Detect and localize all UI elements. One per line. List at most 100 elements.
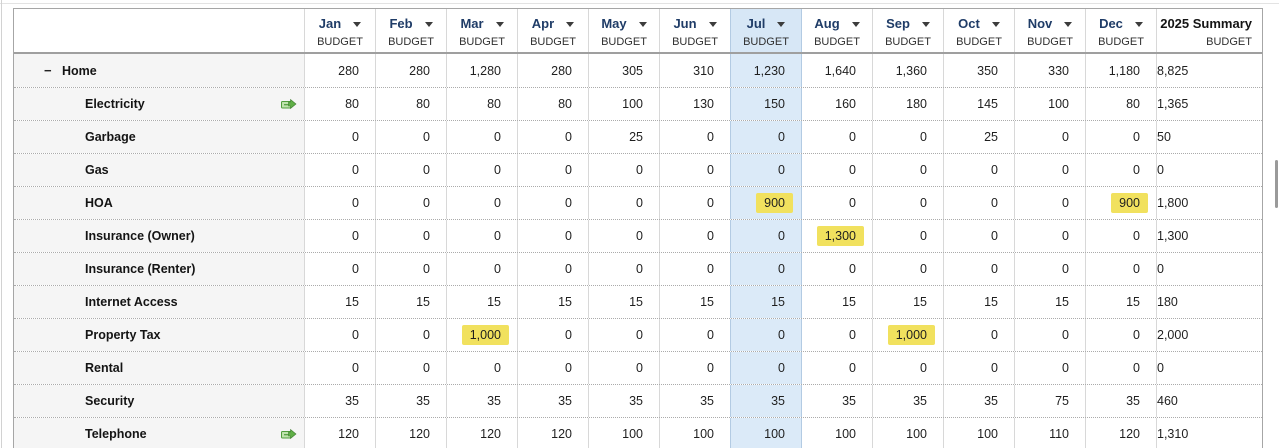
budget-cell-gas-jul[interactable]: 0: [730, 154, 801, 186]
budget-cell-insurance-owner-nov[interactable]: 0: [1014, 220, 1085, 252]
month-header-jan[interactable]: Jan BUDGET: [304, 9, 375, 52]
budget-cell-insurance-renter-may[interactable]: 0: [588, 253, 659, 285]
budget-cell-rental-may[interactable]: 0: [588, 352, 659, 384]
budget-cell-insurance-renter-jun[interactable]: 0: [659, 253, 730, 285]
budget-cell-garbage-dec[interactable]: 0: [1085, 121, 1156, 153]
category-cell-hoa[interactable]: HOA: [14, 187, 304, 219]
category-cell-telephone[interactable]: Telephone: [14, 418, 304, 448]
budget-cell-gas-aug[interactable]: 0: [801, 154, 872, 186]
category-cell-insurance-renter[interactable]: Insurance (Renter): [14, 253, 304, 285]
budget-cell-gas-oct[interactable]: 0: [943, 154, 1014, 186]
budget-cell-property-tax-aug[interactable]: 0: [801, 319, 872, 351]
budget-cell-hoa-mar[interactable]: 0: [446, 187, 517, 219]
budget-cell-hoa-oct[interactable]: 0: [943, 187, 1014, 219]
budget-cell-property-tax-dec[interactable]: 0: [1085, 319, 1156, 351]
month-header-nov[interactable]: Nov BUDGET: [1014, 9, 1085, 52]
budget-cell-insurance-owner-sep[interactable]: 0: [872, 220, 943, 252]
category-cell-gas[interactable]: Gas: [14, 154, 304, 186]
budget-cell-security-feb[interactable]: 35: [375, 385, 446, 417]
budget-cell-hoa-apr[interactable]: 0: [517, 187, 588, 219]
budget-cell-internet-access-feb[interactable]: 15: [375, 286, 446, 318]
dropdown-arrow-icon[interactable]: [353, 21, 362, 27]
budget-cell-home-mar[interactable]: 1,280: [446, 54, 517, 87]
month-header-jun[interactable]: Jun BUDGET: [659, 9, 730, 52]
budget-cell-security-jan[interactable]: 35: [304, 385, 375, 417]
budget-cell-internet-access-may[interactable]: 15: [588, 286, 659, 318]
budget-cell-hoa-may[interactable]: 0: [588, 187, 659, 219]
budget-cell-property-tax-mar[interactable]: 1,000: [446, 319, 517, 351]
budget-cell-insurance-renter-dec[interactable]: 0: [1085, 253, 1156, 285]
month-header-aug[interactable]: Aug BUDGET: [801, 9, 872, 52]
budget-cell-home-aug[interactable]: 1,640: [801, 54, 872, 87]
month-header-apr[interactable]: Apr BUDGET: [517, 9, 588, 52]
budget-cell-garbage-sep[interactable]: 0: [872, 121, 943, 153]
budget-cell-garbage-aug[interactable]: 0: [801, 121, 872, 153]
budget-cell-home-jul[interactable]: 1,230: [730, 54, 801, 87]
budget-cell-gas-may[interactable]: 0: [588, 154, 659, 186]
budget-cell-insurance-owner-apr[interactable]: 0: [517, 220, 588, 252]
budget-cell-electricity-sep[interactable]: 180: [872, 88, 943, 120]
budget-cell-garbage-apr[interactable]: 0: [517, 121, 588, 153]
budget-cell-security-mar[interactable]: 35: [446, 385, 517, 417]
budget-cell-insurance-renter-nov[interactable]: 0: [1014, 253, 1085, 285]
budget-cell-insurance-owner-may[interactable]: 0: [588, 220, 659, 252]
budget-cell-home-may[interactable]: 305: [588, 54, 659, 87]
month-header-mar[interactable]: Mar BUDGET: [446, 9, 517, 52]
budget-cell-property-tax-jan[interactable]: 0: [304, 319, 375, 351]
budget-cell-property-tax-jun[interactable]: 0: [659, 319, 730, 351]
budget-cell-rental-jul[interactable]: 0: [730, 352, 801, 384]
month-header-oct[interactable]: Oct BUDGET: [943, 9, 1014, 52]
budget-cell-electricity-nov[interactable]: 100: [1014, 88, 1085, 120]
category-cell-security[interactable]: Security: [14, 385, 304, 417]
budget-cell-home-nov[interactable]: 330: [1014, 54, 1085, 87]
dropdown-arrow-icon[interactable]: [777, 21, 786, 27]
budget-cell-internet-access-jan[interactable]: 15: [304, 286, 375, 318]
budget-cell-security-nov[interactable]: 75: [1014, 385, 1085, 417]
budget-cell-telephone-jan[interactable]: 120: [304, 418, 375, 448]
budget-cell-gas-apr[interactable]: 0: [517, 154, 588, 186]
dropdown-arrow-icon[interactable]: [566, 21, 575, 27]
budget-cell-telephone-jun[interactable]: 100: [659, 418, 730, 448]
budget-cell-electricity-dec[interactable]: 80: [1085, 88, 1156, 120]
budget-cell-home-oct[interactable]: 350: [943, 54, 1014, 87]
budget-cell-internet-access-dec[interactable]: 15: [1085, 286, 1156, 318]
budget-cell-electricity-may[interactable]: 100: [588, 88, 659, 120]
budget-cell-electricity-jun[interactable]: 130: [659, 88, 730, 120]
budget-cell-telephone-nov[interactable]: 110: [1014, 418, 1085, 448]
budget-cell-insurance-owner-feb[interactable]: 0: [375, 220, 446, 252]
budget-cell-internet-access-sep[interactable]: 15: [872, 286, 943, 318]
budget-cell-gas-nov[interactable]: 0: [1014, 154, 1085, 186]
budget-cell-property-tax-nov[interactable]: 0: [1014, 319, 1085, 351]
budget-cell-internet-access-jul[interactable]: 15: [730, 286, 801, 318]
dropdown-arrow-icon[interactable]: [424, 21, 433, 27]
budget-cell-insurance-renter-apr[interactable]: 0: [517, 253, 588, 285]
budget-cell-rental-oct[interactable]: 0: [943, 352, 1014, 384]
dropdown-arrow-icon[interactable]: [991, 21, 1000, 27]
budget-cell-gas-jan[interactable]: 0: [304, 154, 375, 186]
month-header-sep[interactable]: Sep BUDGET: [872, 9, 943, 52]
budget-cell-internet-access-apr[interactable]: 15: [517, 286, 588, 318]
budget-cell-property-tax-oct[interactable]: 0: [943, 319, 1014, 351]
budget-cell-gas-feb[interactable]: 0: [375, 154, 446, 186]
budget-cell-garbage-jun[interactable]: 0: [659, 121, 730, 153]
budget-cell-gas-mar[interactable]: 0: [446, 154, 517, 186]
budget-cell-garbage-jan[interactable]: 0: [304, 121, 375, 153]
budget-cell-home-apr[interactable]: 280: [517, 54, 588, 87]
budget-cell-property-tax-feb[interactable]: 0: [375, 319, 446, 351]
budget-cell-rental-sep[interactable]: 0: [872, 352, 943, 384]
budget-cell-security-oct[interactable]: 35: [943, 385, 1014, 417]
dropdown-arrow-icon[interactable]: [1064, 21, 1073, 27]
budget-cell-hoa-dec[interactable]: 900: [1085, 187, 1156, 219]
budget-cell-garbage-jul[interactable]: 0: [730, 121, 801, 153]
budget-cell-security-jul[interactable]: 35: [730, 385, 801, 417]
budget-cell-internet-access-aug[interactable]: 15: [801, 286, 872, 318]
budget-cell-telephone-apr[interactable]: 120: [517, 418, 588, 448]
category-cell-internet-access[interactable]: Internet Access: [14, 286, 304, 318]
budget-cell-home-jun[interactable]: 310: [659, 54, 730, 87]
budget-cell-electricity-jan[interactable]: 80: [304, 88, 375, 120]
budget-cell-electricity-feb[interactable]: 80: [375, 88, 446, 120]
budget-cell-garbage-may[interactable]: 25: [588, 121, 659, 153]
budget-cell-hoa-jan[interactable]: 0: [304, 187, 375, 219]
budget-cell-garbage-feb[interactable]: 0: [375, 121, 446, 153]
budget-cell-home-dec[interactable]: 1,180: [1085, 54, 1156, 87]
